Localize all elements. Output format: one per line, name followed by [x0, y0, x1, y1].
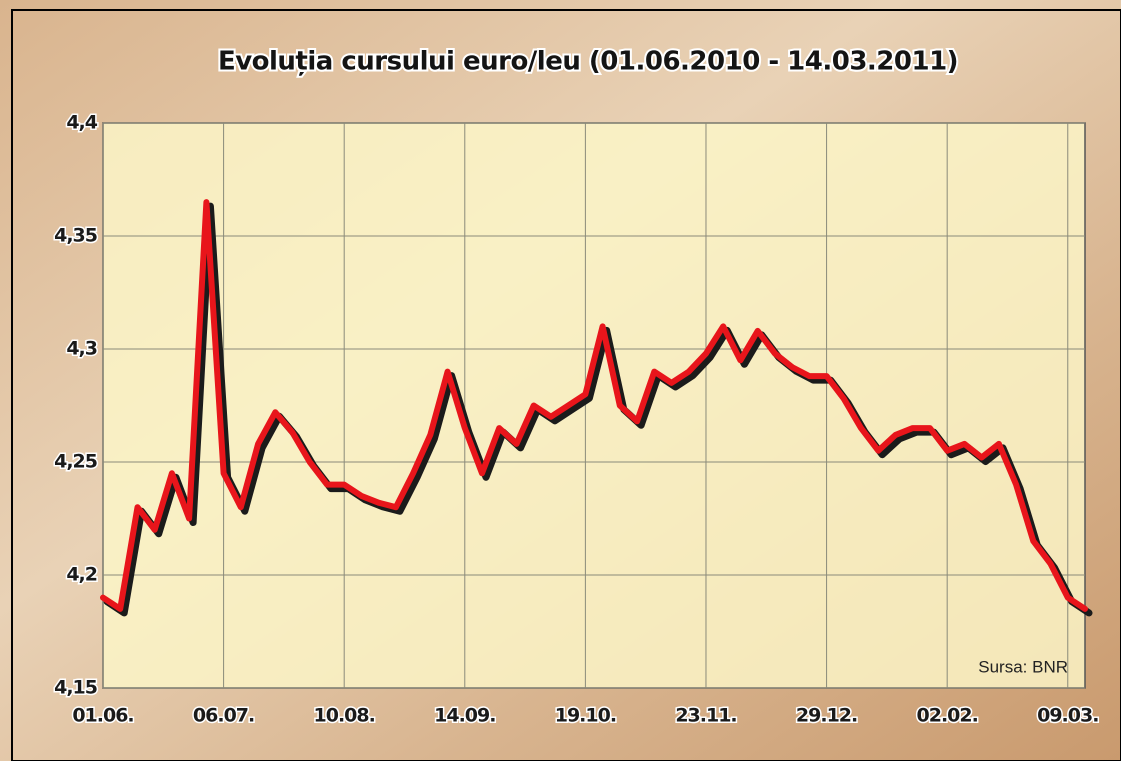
y-tick-label: 4,3: [66, 338, 97, 360]
y-tick-label: 4,4: [66, 112, 97, 134]
y-tick-label: 4,35: [54, 225, 97, 247]
chart: Evoluția cursului euro/leu (01.06.2010 -…: [0, 0, 1121, 761]
x-tick-label: 29.12.: [796, 705, 857, 727]
source-note: Sursa: BNR: [978, 657, 1068, 676]
y-tick-label: 4,15: [54, 677, 97, 699]
x-tick-label: 06.07.: [193, 705, 254, 727]
x-tick-label: 01.06.: [72, 705, 133, 727]
page: {"chart_data": { "type": "line", "title"…: [0, 0, 1121, 761]
plot-area: [103, 123, 1085, 688]
x-tick-label: 19.10.: [555, 705, 616, 727]
y-tick-label: 4,2: [66, 564, 97, 586]
y-tick-label: 4,25: [54, 451, 97, 473]
x-tick-label: 14.09.: [434, 705, 495, 727]
chart-title: Evoluția cursului euro/leu (01.06.2010 -…: [218, 47, 958, 77]
x-tick-label: 23.11.: [675, 705, 736, 727]
x-tick-label: 09.03.: [1037, 705, 1098, 727]
x-tick-label: 02.02.: [917, 705, 978, 727]
x-tick-label: 10.08.: [314, 705, 375, 727]
